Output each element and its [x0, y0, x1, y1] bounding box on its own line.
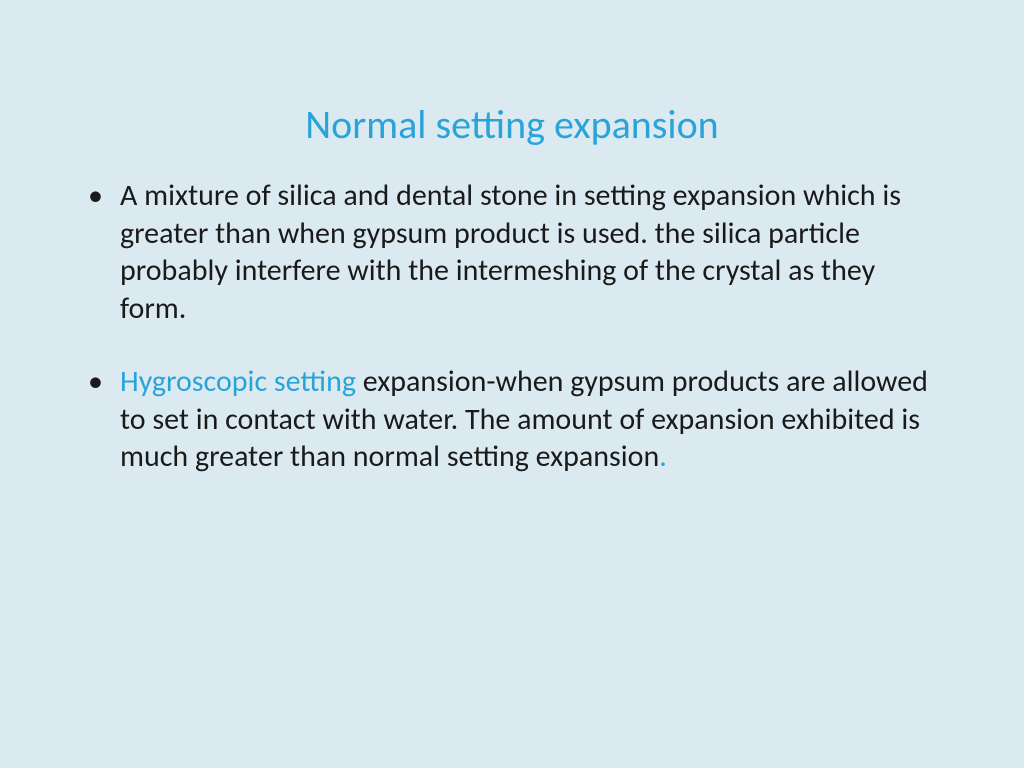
slide: Normal setting expansion A mixture of si… [0, 0, 1024, 768]
slide-title: Normal setting expansion [80, 100, 944, 149]
bullet-item: A mixture of silica and dental stone in … [80, 177, 944, 327]
bullet-item: Hygroscopic setting expansion-when gypsu… [80, 363, 944, 476]
bullet-text-accent: Hygroscopic setting [120, 363, 363, 400]
bullet-text: A mixture of silica and dental stone in … [120, 177, 901, 327]
bullet-text-accent: . [659, 438, 667, 475]
slide-body: A mixture of silica and dental stone in … [80, 177, 944, 476]
